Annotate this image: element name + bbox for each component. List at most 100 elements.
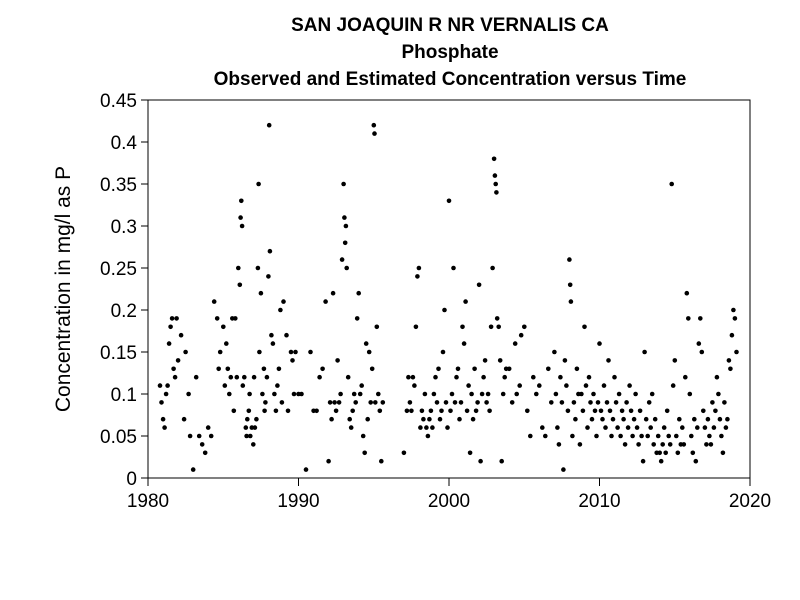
data-point xyxy=(719,433,724,439)
y-tick-label: 0.2 xyxy=(111,301,137,322)
data-point xyxy=(661,425,667,430)
data-point xyxy=(379,458,384,464)
data-point xyxy=(251,374,257,380)
data-point xyxy=(366,349,372,355)
data-point xyxy=(415,274,420,279)
data-point xyxy=(419,408,425,414)
data-point xyxy=(675,450,681,456)
data-point xyxy=(720,450,726,456)
data-point xyxy=(494,190,499,195)
data-point xyxy=(573,416,578,422)
data-point xyxy=(534,391,539,397)
data-point xyxy=(478,458,483,464)
data-point xyxy=(686,316,691,321)
data-point xyxy=(496,324,502,330)
data-point xyxy=(160,416,166,422)
data-point xyxy=(514,391,519,397)
data-point xyxy=(362,450,368,456)
data-point xyxy=(284,332,289,338)
data-point xyxy=(329,416,334,422)
data-point xyxy=(227,391,232,397)
data-point xyxy=(446,198,452,204)
data-point xyxy=(639,433,644,439)
data-point xyxy=(332,400,337,405)
data-point xyxy=(494,316,500,321)
data-point xyxy=(475,400,480,405)
data-point xyxy=(579,391,584,397)
data-point xyxy=(288,349,294,355)
data-point xyxy=(583,383,589,388)
data-point xyxy=(631,416,637,422)
data-point xyxy=(704,442,709,447)
data-point xyxy=(327,400,333,405)
data-point xyxy=(552,349,557,355)
data-point xyxy=(463,299,468,304)
data-point xyxy=(600,416,605,422)
data-point xyxy=(660,442,665,447)
data-point xyxy=(162,425,167,430)
data-point xyxy=(437,416,443,422)
data-point xyxy=(338,391,343,397)
data-point xyxy=(359,383,365,388)
data-point xyxy=(234,374,240,380)
data-point xyxy=(369,366,375,372)
data-point xyxy=(238,215,243,220)
data-point xyxy=(648,425,653,430)
data-point xyxy=(466,383,471,388)
data-point xyxy=(357,391,363,397)
data-point xyxy=(568,299,574,304)
data-point xyxy=(472,366,477,372)
data-point xyxy=(642,349,647,355)
data-point xyxy=(404,408,410,414)
data-point xyxy=(731,307,736,313)
data-point xyxy=(549,400,554,405)
data-point xyxy=(217,349,223,355)
data-point xyxy=(553,391,559,397)
data-point xyxy=(610,416,616,422)
data-point xyxy=(669,181,674,187)
data-point xyxy=(442,307,447,313)
data-point xyxy=(499,458,505,464)
data-point xyxy=(580,408,586,414)
data-point xyxy=(667,442,673,447)
data-point xyxy=(609,433,614,439)
data-point xyxy=(281,299,286,304)
chart-subtitle-2: Observed and Estimated Concentration ver… xyxy=(213,69,687,90)
data-point xyxy=(187,433,193,439)
data-point xyxy=(711,425,717,430)
data-point xyxy=(290,358,295,363)
data-point xyxy=(603,425,608,430)
data-point xyxy=(339,257,345,262)
data-point xyxy=(264,374,270,380)
data-point xyxy=(242,374,247,380)
data-point xyxy=(308,349,313,355)
data-point xyxy=(245,416,250,422)
data-point xyxy=(373,400,378,405)
data-point xyxy=(443,400,449,405)
data-point xyxy=(528,433,533,439)
y-tick-label: 0.15 xyxy=(100,343,137,364)
data-point xyxy=(701,408,706,414)
data-point xyxy=(454,374,459,380)
data-point xyxy=(616,391,622,397)
data-point xyxy=(637,408,643,414)
data-point xyxy=(266,122,272,128)
data-point xyxy=(677,416,682,422)
data-point xyxy=(643,416,649,422)
data-point xyxy=(231,408,237,414)
data-point xyxy=(734,349,739,355)
data-point xyxy=(546,366,551,372)
data-point xyxy=(646,400,652,405)
data-point xyxy=(448,408,453,414)
data-point xyxy=(657,450,662,456)
data-point xyxy=(169,316,175,321)
data-point xyxy=(401,450,407,456)
data-point xyxy=(555,425,560,430)
data-point xyxy=(270,341,276,346)
data-point xyxy=(699,349,705,355)
data-point xyxy=(591,391,596,397)
y-axis: 0 0.05 0.1 0.15 0.2 0.25 0.3 0.35 0.4 0.45 xyxy=(100,91,148,490)
data-point xyxy=(490,265,495,271)
data-point xyxy=(228,374,234,380)
data-point xyxy=(570,433,575,439)
